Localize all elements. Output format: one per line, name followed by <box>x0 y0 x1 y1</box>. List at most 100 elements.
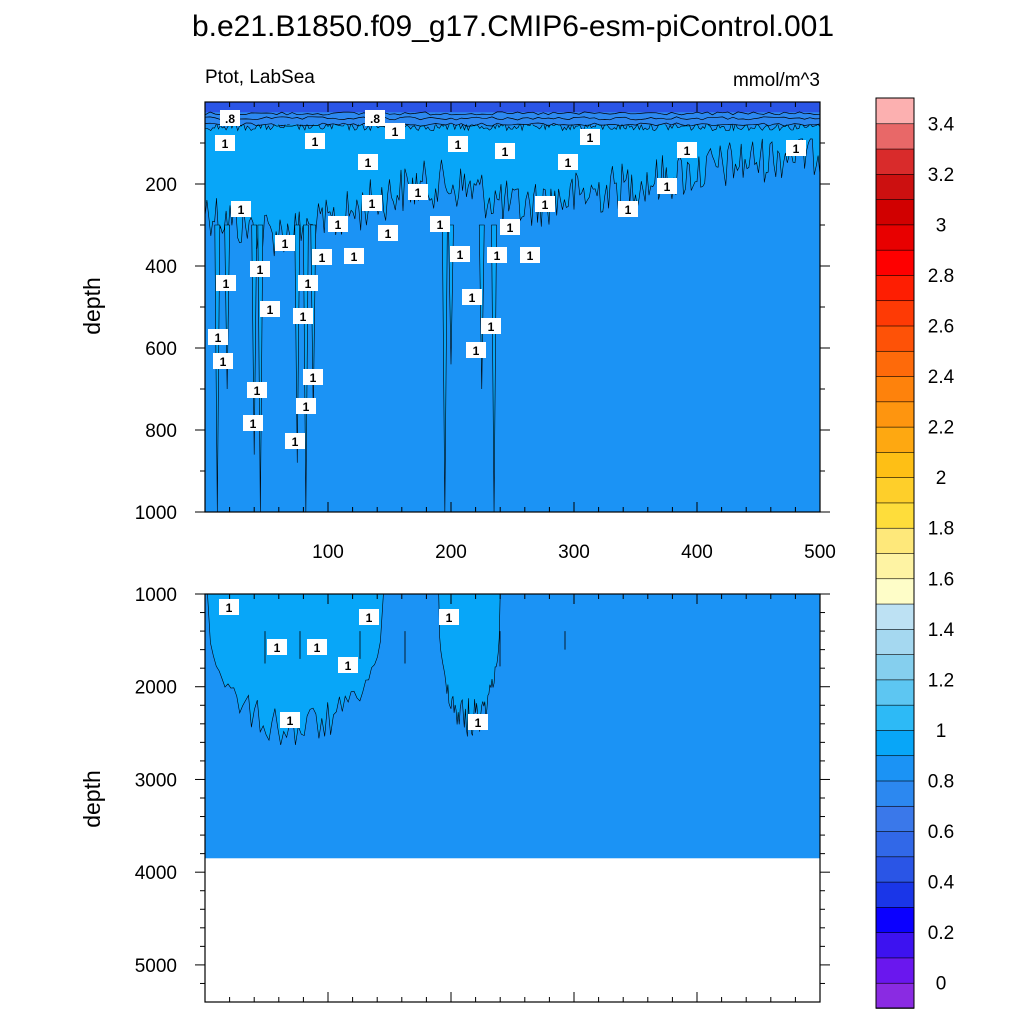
upper-contour-label-text-22: 1 <box>282 237 289 251</box>
upper-y-tick-label-800: 800 <box>145 421 177 442</box>
colorbar-box-13 <box>875 653 915 681</box>
colorbar-box-22 <box>875 426 915 453</box>
upper-contour-label-36: 1 <box>213 353 233 369</box>
upper-contour-label-text-12: 1 <box>415 186 422 200</box>
upper-contour-label-17: 1 <box>430 216 450 232</box>
upper-contour-label-15: 1 <box>328 216 348 232</box>
upper-y-tick-label-400: 400 <box>145 257 177 278</box>
colorbar-label-5: 1 <box>936 721 947 742</box>
upper-top-band <box>205 102 820 113</box>
lower-contour-label-3: 1 <box>267 639 287 655</box>
upper-contour-label-text-33: 1 <box>469 291 476 305</box>
lower-contour-label-bg-3 <box>267 639 287 655</box>
upper-contour-label-text-21: 1 <box>664 180 671 194</box>
colorbar-label-3: 0.6 <box>928 822 954 843</box>
upper-contour-label-bg-17 <box>430 216 450 232</box>
upper-surface-contour-2 <box>204 122 821 127</box>
upper-contour-label-bg-32 <box>293 308 313 324</box>
lower-contour-label-text-3: 1 <box>274 641 281 655</box>
colorbar-box-25 <box>875 350 915 377</box>
upper-contour-label-20: 1 <box>618 201 638 217</box>
lower-contour-label-bg-2 <box>439 609 459 625</box>
upper-contour-label-bg-42 <box>285 433 305 449</box>
upper-contour-label-bg-18 <box>500 219 520 235</box>
upper-contour-label-text-13: 1 <box>369 197 376 211</box>
upper-contour-label-text-38: 1 <box>310 371 317 385</box>
colorbar-box-12 <box>875 679 915 706</box>
colorbar-box-11 <box>875 704 915 731</box>
lower-contour-label-bg-6 <box>280 712 300 728</box>
upper-contour-label-bg-28 <box>216 275 236 291</box>
upper-contour-label-bg-14 <box>231 201 251 217</box>
lower-contour-label-4: 1 <box>307 639 327 655</box>
colorbar-box-10 <box>875 729 915 757</box>
upper-contour-label-bg-40 <box>296 398 316 414</box>
colorbar-label-10: 2 <box>936 468 947 489</box>
upper-contour-label-bg-16 <box>378 225 398 241</box>
lower-contour-label-text-6: 1 <box>287 714 294 728</box>
upper-x-tick-label-300: 300 <box>558 542 590 563</box>
upper-contour-label-bg-19 <box>535 196 555 212</box>
upper-contour-label-text-10: 1 <box>793 142 800 156</box>
lower-contour-label-7: 1 <box>468 714 488 730</box>
colorbar-box-16 <box>875 577 915 605</box>
colorbar-box-24 <box>875 375 915 403</box>
upper-contour-label-33: 1 <box>462 289 482 305</box>
upper-contour-label-text-14: 1 <box>238 203 245 217</box>
colorbar-label-9: 1.8 <box>928 519 954 540</box>
upper-contour-label-40: 1 <box>296 398 316 414</box>
lower-contour-label-text-2: 1 <box>446 611 453 625</box>
colorbar-label-2: 0.4 <box>928 873 955 894</box>
upper-contour-label-bg-3 <box>305 133 325 149</box>
upper-spike-9 <box>478 224 485 390</box>
colorbar-box-30 <box>875 224 915 251</box>
lower-y-tick-label-5000: 5000 <box>135 956 177 977</box>
colorbar-box-18 <box>875 527 915 554</box>
colorbar-label-15: 3 <box>936 215 947 236</box>
upper-contour-label-text-17: 1 <box>437 218 444 232</box>
upper-contour-label-39: 1 <box>247 382 267 398</box>
upper-contour-label-bg-38 <box>303 369 323 385</box>
upper-contour-label-bg-12 <box>408 184 428 200</box>
upper-contour-label-text-8: 1 <box>587 131 594 145</box>
upper-contour-label-23: 1 <box>312 249 332 265</box>
upper-contour-label-26: 1 <box>487 247 507 263</box>
upper-contour-label-27: 1 <box>520 247 540 263</box>
upper-surface-contour-1 <box>204 116 821 121</box>
colorbar: 0 0.2 0.4 0.6 0.8 1 1.2 1.4 1.6 1.8 2 2.2 2.4 2.6 2.8 3… <box>875 97 955 1009</box>
upper-contour-label-text-4: 1 <box>392 125 399 139</box>
lower-contour-label-text-7: 1 <box>475 716 482 730</box>
upper-spike-3 <box>257 224 264 513</box>
upper-contour-label-42: 1 <box>285 433 305 449</box>
upper-y-tick-label-200: 200 <box>145 175 177 196</box>
variable-region-label: Ptot, LabSea <box>205 67 315 88</box>
upper-contour-label-30: 1 <box>298 275 318 291</box>
lower-contour-label-2: 1 <box>439 609 459 625</box>
lower-contour-label-text-5: 1 <box>345 659 352 673</box>
upper-contour-label-text-7: 1 <box>565 156 572 170</box>
units-label: mmol/m^3 <box>733 70 820 91</box>
upper-contour-label-34: 1 <box>481 318 501 334</box>
upper-contour-label-bg-36 <box>213 353 233 369</box>
upper-contour-label-text-36: 1 <box>220 355 227 369</box>
colorbar-box-6 <box>875 830 915 858</box>
lower-contour-label-text-4: 1 <box>314 641 321 655</box>
colorbar-box-2 <box>875 931 915 959</box>
lower-contour-label-6: 1 <box>280 712 300 728</box>
upper-contour-label-text-19: 1 <box>542 198 549 212</box>
colorbar-box-8 <box>875 780 915 807</box>
upper-contour-label-6: 1 <box>495 143 515 159</box>
upper-contour-label-text-30: 1 <box>305 277 312 291</box>
upper-contour-label-text-34: 1 <box>488 320 495 334</box>
upper-y-tick-label-1000: 1000 <box>135 503 177 524</box>
upper-contour-label-22: 1 <box>275 235 295 251</box>
lower-contour-label-1: 1 <box>359 609 379 625</box>
upper-contour-label-text-16: 1 <box>385 227 392 241</box>
upper-contour-label-3: 1 <box>305 133 325 149</box>
upper-contour-label-text-1: .8 <box>370 112 380 126</box>
upper-contour-label-text-3: 1 <box>312 135 319 149</box>
lower-y-tick-label-4000: 4000 <box>135 863 177 884</box>
upper-contour-label-bg-25 <box>450 246 470 262</box>
upper-contour-label-text-15: 1 <box>335 218 342 232</box>
upper-panel: 100 200 300 400 500 200 400 600 800 1000 .8 .8 1 1 1 1 1… <box>135 101 836 563</box>
